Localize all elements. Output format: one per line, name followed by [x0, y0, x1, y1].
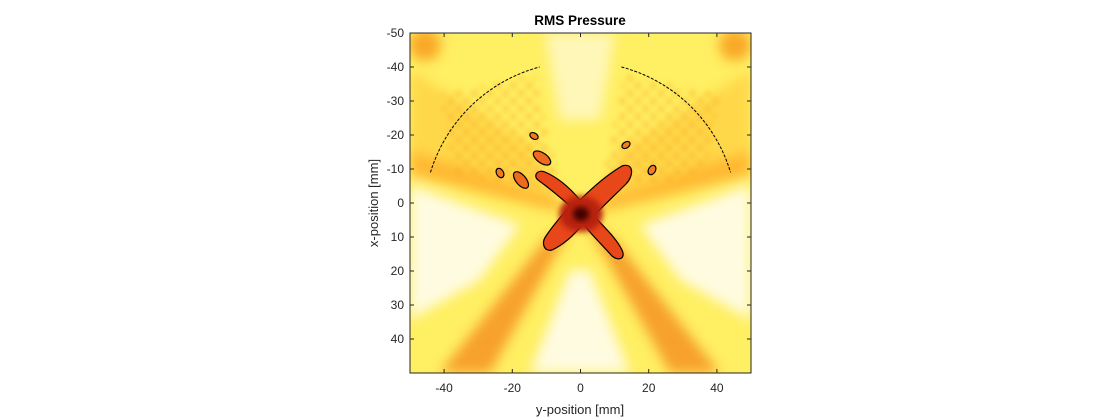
y-tick-label: -30 — [387, 94, 405, 108]
x-tick-label: 40 — [710, 381, 724, 395]
left-side-beam — [410, 150, 560, 212]
x-tick-label: 0 — [577, 381, 584, 395]
side-lobe — [512, 171, 530, 189]
chart-title: RMS Pressure — [534, 13, 626, 28]
x-tick-label: -40 — [435, 381, 453, 395]
x-tick-label: 20 — [642, 381, 656, 395]
y-tick-label: -10 — [387, 162, 405, 176]
side-lobe — [647, 164, 657, 176]
interference-ripples — [440, 75, 720, 190]
y-tick-label: 20 — [391, 264, 405, 278]
side-lobe — [495, 167, 505, 179]
y-tick-label: 30 — [391, 298, 405, 312]
y-tick-label: 10 — [391, 230, 405, 244]
y-tick-label: -40 — [387, 60, 405, 74]
transducer-arc — [621, 66, 732, 173]
upper-left-hotspot — [410, 33, 441, 61]
side-lobe — [529, 131, 539, 141]
y-tick-label: -50 — [387, 26, 405, 40]
upper-right-hotspot — [719, 33, 751, 61]
y-tick-label: 0 — [397, 196, 404, 210]
x-axis: -40 -20 0 20 40 — [435, 33, 724, 395]
left-quiet-zone — [410, 185, 520, 320]
x-axis-label: y-position [mm] — [536, 402, 624, 417]
lower-left-beam — [440, 220, 575, 373]
side-lobe — [621, 140, 631, 150]
right-side-beam — [600, 150, 751, 212]
focal-spot — [495, 131, 657, 260]
y-axis-label: x-position [mm] — [366, 159, 381, 247]
side-lobe — [532, 150, 552, 166]
x-tick-label: -20 — [504, 381, 522, 395]
top-center-gap — [545, 33, 615, 120]
transducer-arc — [429, 66, 540, 173]
transducer-arcs — [429, 66, 732, 173]
y-tick-label: 40 — [391, 332, 405, 346]
bottom-quiet-zone — [530, 270, 630, 373]
y-axis: -50 -40 -30 -20 -10 0 10 20 30 40 — [387, 26, 751, 346]
right-quiet-zone — [640, 185, 751, 320]
y-tick-label: -20 — [387, 128, 405, 142]
focal-peak — [573, 207, 589, 221]
heatmap-field — [410, 33, 751, 373]
